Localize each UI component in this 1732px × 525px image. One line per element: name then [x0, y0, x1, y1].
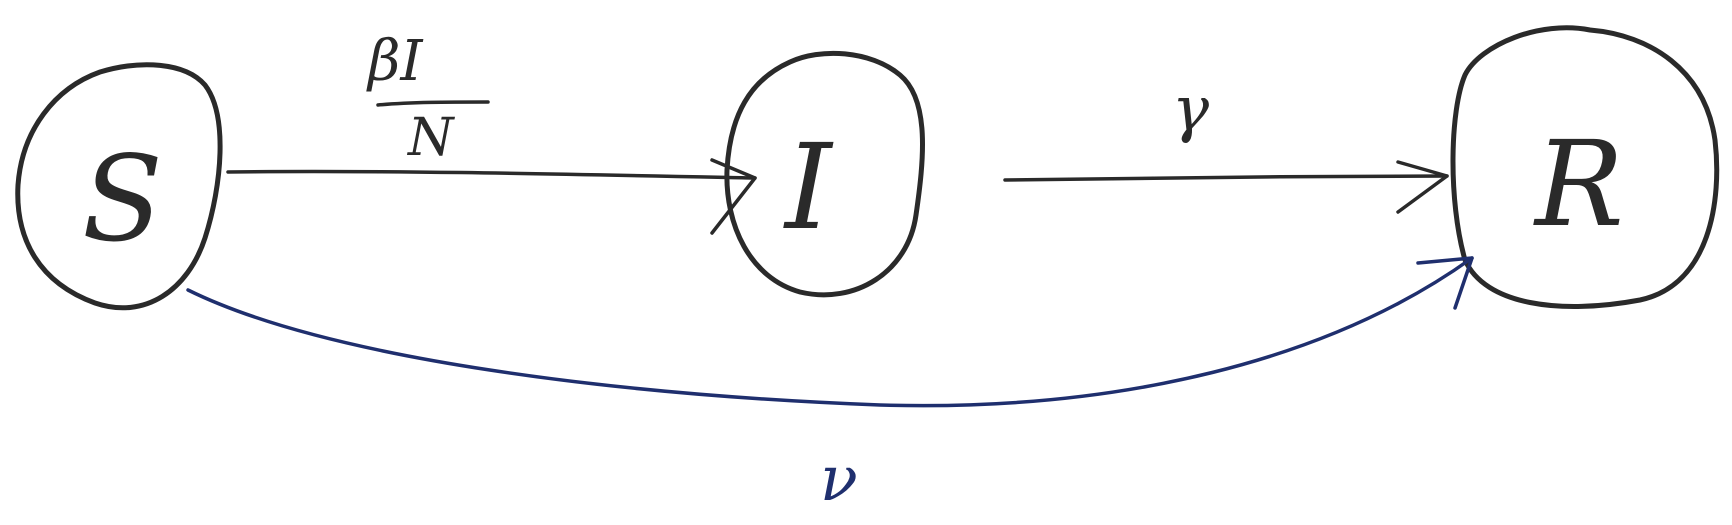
edge-i-to-r-arrowhead [1396, 160, 1449, 214]
node-i-circle [724, 50, 925, 298]
edge-s-to-r-arrowhead [1416, 256, 1474, 310]
node-i-label: I [783, 118, 834, 256]
edge-s-to-r: ν [186, 256, 1474, 515]
node-s: S [15, 62, 223, 311]
edge-s-to-i-denominator: N [406, 108, 455, 168]
node-r: R [1450, 25, 1720, 309]
edge-s-to-i-arrowhead [710, 158, 757, 235]
edge-s-to-i-line [226, 169, 757, 180]
node-s-label: S [82, 130, 163, 268]
node-i: I [724, 50, 925, 298]
edge-i-to-r-label: γ [1172, 72, 1210, 145]
node-r-circle [1450, 25, 1720, 309]
edge-i-to-r: γ [1003, 72, 1449, 214]
node-r-label: R [1533, 115, 1624, 253]
edge-s-to-r-line [186, 256, 1474, 408]
edge-s-to-i-numerator: βI [366, 29, 424, 94]
edge-s-to-i: βI N [226, 29, 757, 235]
edge-i-to-r-line [1003, 174, 1449, 182]
node-s-circle [15, 62, 223, 311]
edge-s-to-r-label: ν [820, 442, 858, 515]
edge-s-to-i-fraction-bar [376, 100, 490, 107]
